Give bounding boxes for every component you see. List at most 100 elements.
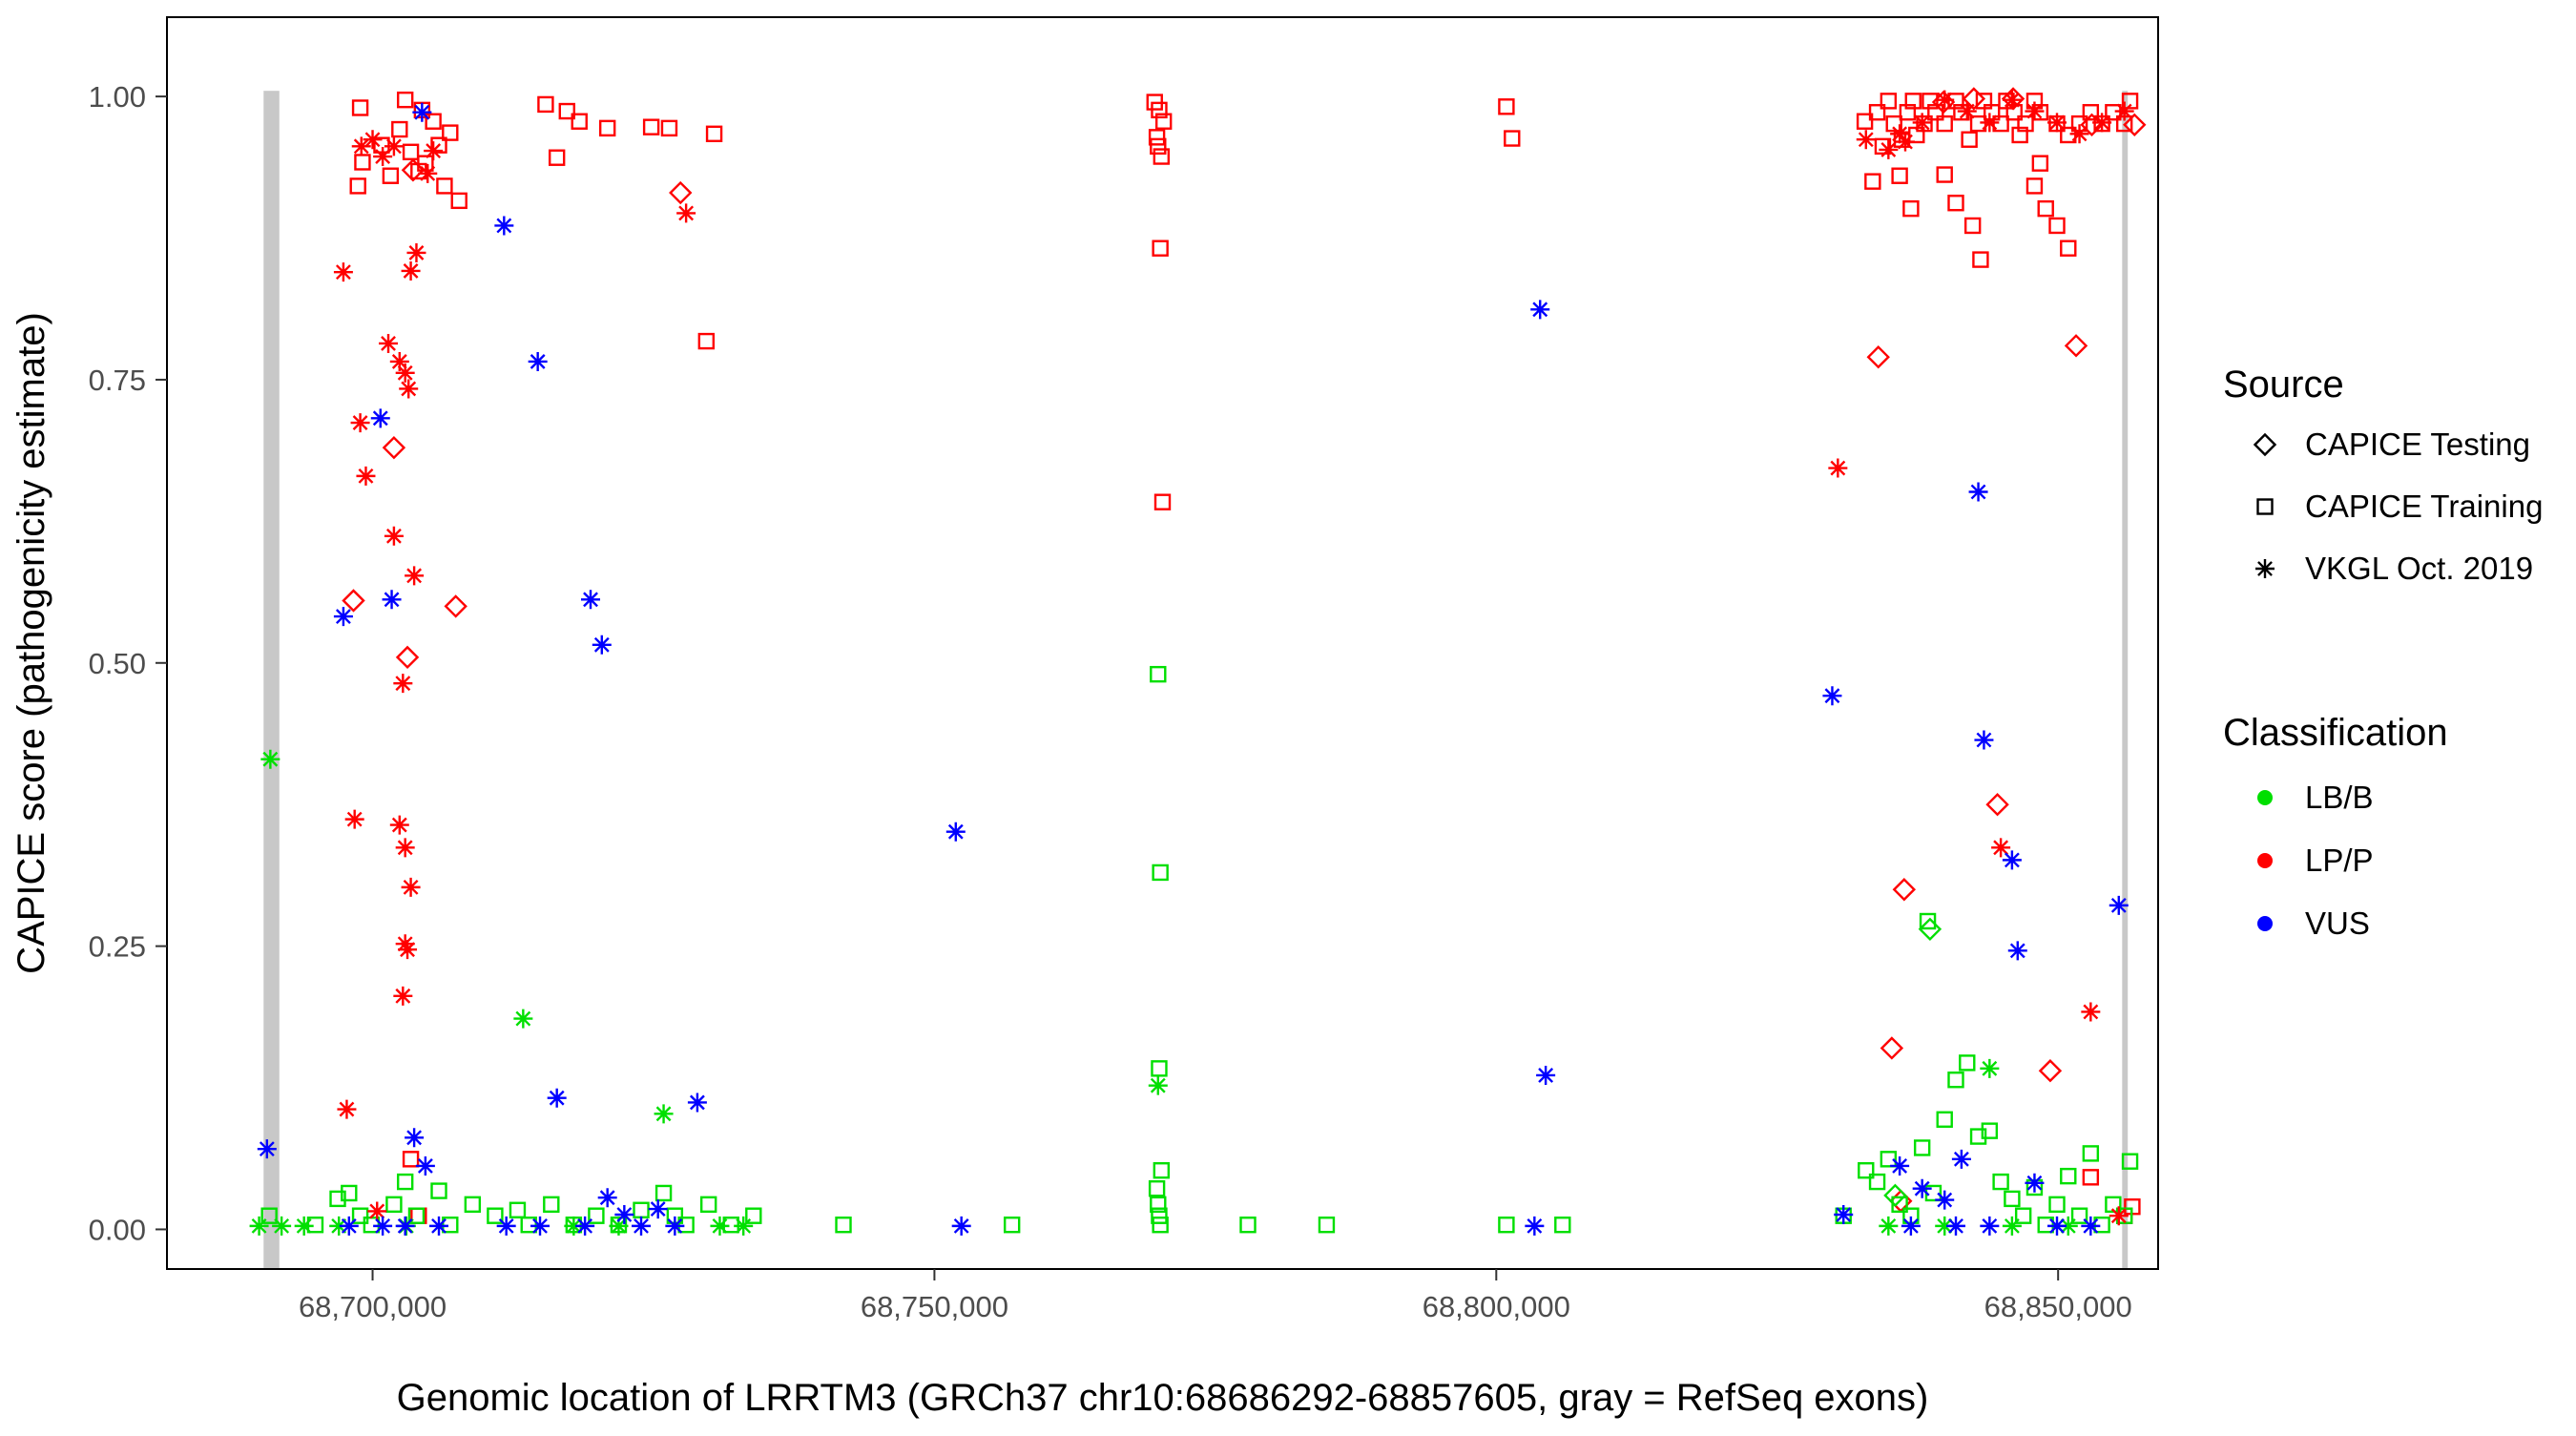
point [1936, 1111, 1953, 1128]
point [1935, 1190, 1955, 1210]
point [1152, 239, 1169, 257]
point [1879, 139, 1899, 159]
point [442, 124, 459, 141]
point [2069, 124, 2089, 144]
point [592, 635, 612, 655]
point [2005, 104, 2023, 121]
point [391, 120, 408, 138]
point [564, 1216, 584, 1236]
point [548, 149, 566, 166]
point [339, 1216, 359, 1236]
point [2081, 1002, 2101, 1022]
point [333, 262, 353, 282]
point [2060, 1167, 2077, 1185]
point [382, 435, 406, 460]
x-axis: 68,700,000 68,750,000 68,800,000 68,850,000 [299, 1269, 2132, 1323]
y-tick-label: 1.00 [89, 80, 146, 114]
point [349, 177, 366, 195]
point [405, 1128, 425, 1148]
point [1892, 878, 1917, 902]
point [2070, 1207, 2088, 1224]
point [1891, 167, 1908, 184]
point [1980, 1216, 2000, 1236]
y-tick-label: 0.25 [89, 930, 146, 964]
point [464, 1196, 482, 1214]
point [1883, 1183, 1907, 1208]
point [393, 986, 413, 1006]
point [429, 1216, 449, 1236]
point [2007, 941, 2027, 961]
point [654, 1184, 673, 1202]
point [697, 332, 716, 350]
point [1963, 217, 1982, 235]
point [249, 1216, 269, 1236]
point [648, 1199, 668, 1219]
point [558, 102, 575, 120]
point [257, 1139, 277, 1159]
point [370, 408, 390, 428]
point [945, 822, 966, 842]
y-tick-label: 0.50 [89, 647, 146, 680]
point [1912, 113, 1932, 133]
point [2002, 850, 2022, 870]
point [2253, 432, 2277, 457]
point [1154, 113, 1173, 130]
point [1974, 730, 1994, 750]
legend-swatch [2257, 916, 2273, 931]
point [654, 1104, 674, 1124]
point [2025, 101, 2045, 121]
point [2082, 1145, 2100, 1162]
point [389, 351, 409, 371]
point [1968, 482, 1988, 502]
legend-source-item-label: CAPICE Training [2305, 489, 2543, 524]
point [373, 147, 393, 167]
point [396, 91, 414, 109]
point [333, 607, 353, 627]
point [415, 1155, 435, 1176]
point [597, 1188, 617, 1208]
point [1856, 130, 1876, 150]
point [2121, 1153, 2139, 1170]
point [260, 1207, 278, 1224]
point [1525, 1216, 1545, 1236]
legend-classification-item-label: LB/B [2305, 780, 2374, 815]
point [513, 1009, 533, 1029]
point [1151, 1060, 1168, 1077]
point [1148, 1179, 1166, 1197]
point [669, 180, 693, 205]
point [260, 749, 280, 769]
point [1904, 93, 1922, 110]
point [2002, 90, 2022, 110]
point [2047, 1216, 2067, 1236]
point [745, 1207, 762, 1224]
point [1885, 114, 1902, 133]
y-tick-label: 0.00 [89, 1213, 146, 1246]
point [543, 1196, 560, 1214]
point [395, 934, 415, 954]
exon-bar [2122, 91, 2129, 1268]
point [1919, 912, 1937, 930]
point [1961, 131, 1978, 148]
point [1536, 1065, 1556, 1085]
point [1866, 345, 1890, 369]
point [2060, 239, 2077, 257]
y-tick-label: 0.75 [89, 364, 146, 397]
x-tick-label: 68,800,000 [1423, 1290, 1570, 1323]
point [351, 99, 369, 116]
point [1151, 101, 1168, 119]
point [356, 466, 376, 486]
point [687, 1093, 707, 1113]
point [1856, 113, 1874, 130]
point [598, 119, 616, 137]
point [1981, 1122, 1999, 1139]
point [436, 177, 453, 195]
legend-classification-title: Classification [2223, 712, 2448, 754]
point [382, 590, 402, 610]
point [2123, 113, 2147, 136]
point [1957, 101, 1977, 121]
point [412, 102, 432, 122]
point [710, 1216, 730, 1236]
point [1980, 1058, 2000, 1078]
point [430, 1182, 447, 1199]
point [424, 141, 444, 161]
